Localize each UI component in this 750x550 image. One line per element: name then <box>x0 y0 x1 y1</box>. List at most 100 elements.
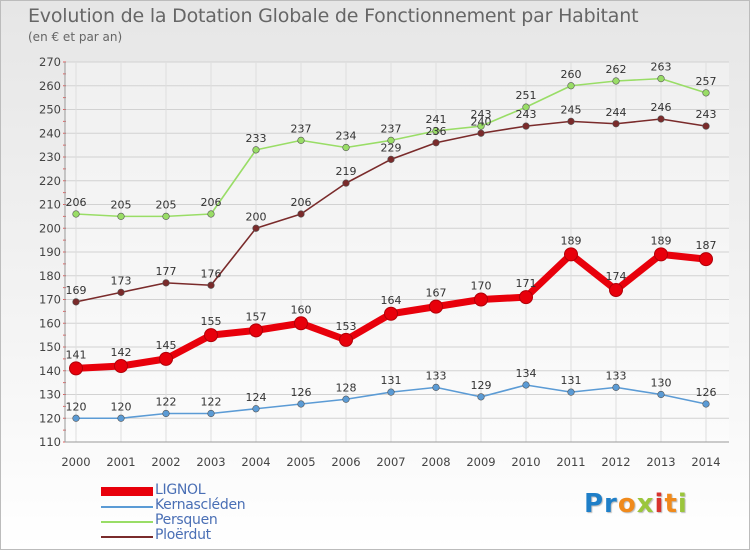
data-point-lignol <box>474 292 488 307</box>
data-label-plordut: 173 <box>111 274 132 287</box>
x-tick-label: 2007 <box>376 455 405 469</box>
y-tick-label: 130 <box>39 388 61 402</box>
x-tick-label: 2005 <box>286 455 315 469</box>
data-label-plordut: 206 <box>291 196 312 209</box>
legend-swatch <box>101 536 153 538</box>
data-point-kernasclden <box>522 381 530 389</box>
data-label-lignol: 167 <box>426 287 447 300</box>
data-label-persquen: 206 <box>201 196 222 209</box>
data-label-kernasclden: 120 <box>66 400 87 413</box>
data-label-kernasclden: 133 <box>606 369 627 382</box>
data-point-plordut <box>612 120 620 128</box>
data-point-plordut <box>297 210 305 218</box>
data-point-persquen <box>477 122 485 130</box>
data-point-kernasclden <box>297 400 305 408</box>
data-point-lignol <box>654 247 668 262</box>
y-tick-label: 240 <box>39 126 61 140</box>
data-label-plordut: 200 <box>246 210 267 223</box>
data-label-plordut: 240 <box>471 115 492 128</box>
data-label-lignol: 145 <box>156 339 177 352</box>
data-point-persquen <box>207 210 215 218</box>
legend-swatch <box>101 487 153 496</box>
data-label-kernasclden: 131 <box>561 374 582 387</box>
data-point-plordut <box>702 122 710 130</box>
legend-swatch <box>101 521 153 523</box>
data-point-plordut <box>387 155 395 163</box>
data-label-plordut: 243 <box>516 108 537 121</box>
data-label-plordut: 244 <box>606 106 627 119</box>
data-point-persquen <box>117 212 125 220</box>
y-tick-label: 210 <box>39 198 61 212</box>
y-tick-label: 110 <box>39 435 61 449</box>
data-label-plordut: 219 <box>336 165 357 178</box>
data-point-persquen <box>387 136 395 144</box>
x-tick-label: 2001 <box>106 455 135 469</box>
data-point-plordut <box>657 115 665 123</box>
y-tick-label: 160 <box>39 316 61 330</box>
y-tick-label: 230 <box>39 150 61 164</box>
x-tick-label: 2002 <box>151 455 180 469</box>
data-point-kernasclden <box>477 393 485 401</box>
data-label-kernasclden: 128 <box>336 381 357 394</box>
data-point-persquen <box>567 82 575 90</box>
data-label-persquen: 251 <box>516 89 537 102</box>
data-point-plordut <box>252 224 260 232</box>
data-point-lignol <box>69 361 83 376</box>
data-label-plordut: 246 <box>651 101 672 114</box>
data-label-persquen: 257 <box>696 75 717 88</box>
data-point-persquen <box>72 210 80 218</box>
y-tick-label: 120 <box>39 411 61 425</box>
data-label-kernasclden: 129 <box>471 379 492 392</box>
data-point-kernasclden <box>612 383 620 391</box>
data-label-lignol: 171 <box>516 277 537 290</box>
y-tick-label: 200 <box>39 221 61 235</box>
data-point-kernasclden <box>162 409 170 418</box>
chart-title: Evolution de la Dotation Globale de Fonc… <box>28 5 639 27</box>
data-label-kernasclden: 133 <box>426 369 447 382</box>
data-label-persquen: 206 <box>66 196 87 209</box>
data-label-lignol: 141 <box>66 348 87 361</box>
data-label-kernasclden: 122 <box>156 396 177 409</box>
x-tick-label: 2000 <box>61 455 90 469</box>
data-point-kernasclden <box>72 414 80 422</box>
data-point-persquen <box>612 77 620 85</box>
data-point-kernasclden <box>117 414 125 422</box>
data-label-kernasclden: 134 <box>516 367 537 380</box>
data-point-plordut <box>477 129 485 137</box>
data-point-kernasclden <box>207 409 215 418</box>
data-label-lignol: 153 <box>336 320 357 333</box>
data-label-lignol: 189 <box>561 234 582 247</box>
y-tick-label: 170 <box>39 293 61 307</box>
x-tick-label: 2010 <box>511 455 540 469</box>
x-tick-label: 2014 <box>691 455 720 469</box>
data-label-persquen: 241 <box>426 113 447 126</box>
data-label-kernasclden: 130 <box>651 377 672 390</box>
legend-label: Kernascléden <box>155 497 246 513</box>
data-label-persquen: 205 <box>111 198 132 211</box>
data-point-persquen <box>297 136 305 144</box>
data-point-lignol <box>114 359 128 373</box>
data-label-kernasclden: 131 <box>381 374 402 387</box>
data-point-persquen <box>162 212 170 220</box>
y-tick-label: 260 <box>39 79 61 93</box>
data-label-lignol: 160 <box>291 303 312 316</box>
x-tick-label: 2009 <box>466 455 495 469</box>
data-point-plordut <box>567 117 575 125</box>
x-tick-label: 2003 <box>196 455 225 469</box>
legend-label: Persquen <box>155 512 218 528</box>
data-point-plordut <box>117 288 125 296</box>
x-tick-label: 2011 <box>556 455 585 469</box>
y-tick-label: 220 <box>39 174 61 188</box>
data-label-plordut: 229 <box>381 141 402 154</box>
data-label-plordut: 245 <box>561 103 582 116</box>
data-point-lignol <box>339 332 353 347</box>
data-point-persquen <box>252 146 260 154</box>
data-label-kernasclden: 126 <box>291 386 312 399</box>
data-labels: 120 120 122 122 124 126 128 131 133 129 134 131 133 1… <box>66 61 717 414</box>
data-label-persquen: 260 <box>561 68 582 81</box>
chart-subtitle: (en € et par an) <box>28 30 123 44</box>
data-point-lignol <box>159 351 173 366</box>
data-point-persquen <box>522 103 530 111</box>
data-label-plordut: 169 <box>66 284 87 297</box>
